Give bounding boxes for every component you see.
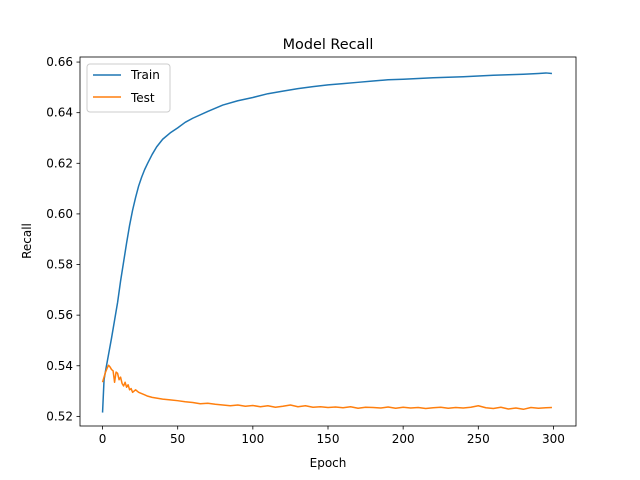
x-tick-label: 0 bbox=[99, 432, 107, 446]
chart-title: Model Recall bbox=[283, 37, 374, 53]
plot-area bbox=[79, 56, 577, 427]
y-tick-label: 0.62 bbox=[46, 156, 73, 170]
series-line-test bbox=[101, 364, 552, 411]
y-axis-label: Recall bbox=[20, 223, 34, 259]
y-tick-label: 0.56 bbox=[46, 308, 73, 322]
y-tick-label: 0.64 bbox=[46, 106, 73, 120]
series-line-train bbox=[101, 72, 553, 413]
x-tick-label: 150 bbox=[317, 432, 340, 446]
x-tick-label: 300 bbox=[542, 432, 565, 446]
legend-label-train: Train bbox=[130, 68, 160, 82]
x-tick-label: 250 bbox=[467, 432, 490, 446]
x-axis-ticks: 0 50 100 150 200 250 300 bbox=[99, 426, 565, 446]
legend-label-test: Test bbox=[130, 91, 155, 105]
y-tick-label: 0.66 bbox=[46, 55, 73, 69]
y-tick-label: 0.58 bbox=[46, 258, 73, 272]
y-tick-label: 0.54 bbox=[46, 359, 73, 373]
plot-frame-background bbox=[80, 57, 576, 426]
legend-box bbox=[86, 63, 171, 113]
series-layer bbox=[101, 72, 553, 413]
y-tick-label: 0.60 bbox=[46, 207, 73, 221]
legend: Train Test bbox=[86, 63, 171, 113]
x-tick-label: 50 bbox=[170, 432, 185, 446]
y-axis-ticks: 0.52 0.54 0.56 0.58 0.60 0.62 0.64 0.66 bbox=[46, 55, 80, 423]
x-axis-label: Epoch bbox=[310, 456, 347, 470]
x-tick-label: 200 bbox=[392, 432, 415, 446]
x-tick-label: 100 bbox=[241, 432, 264, 446]
y-tick-label: 0.52 bbox=[46, 409, 73, 423]
